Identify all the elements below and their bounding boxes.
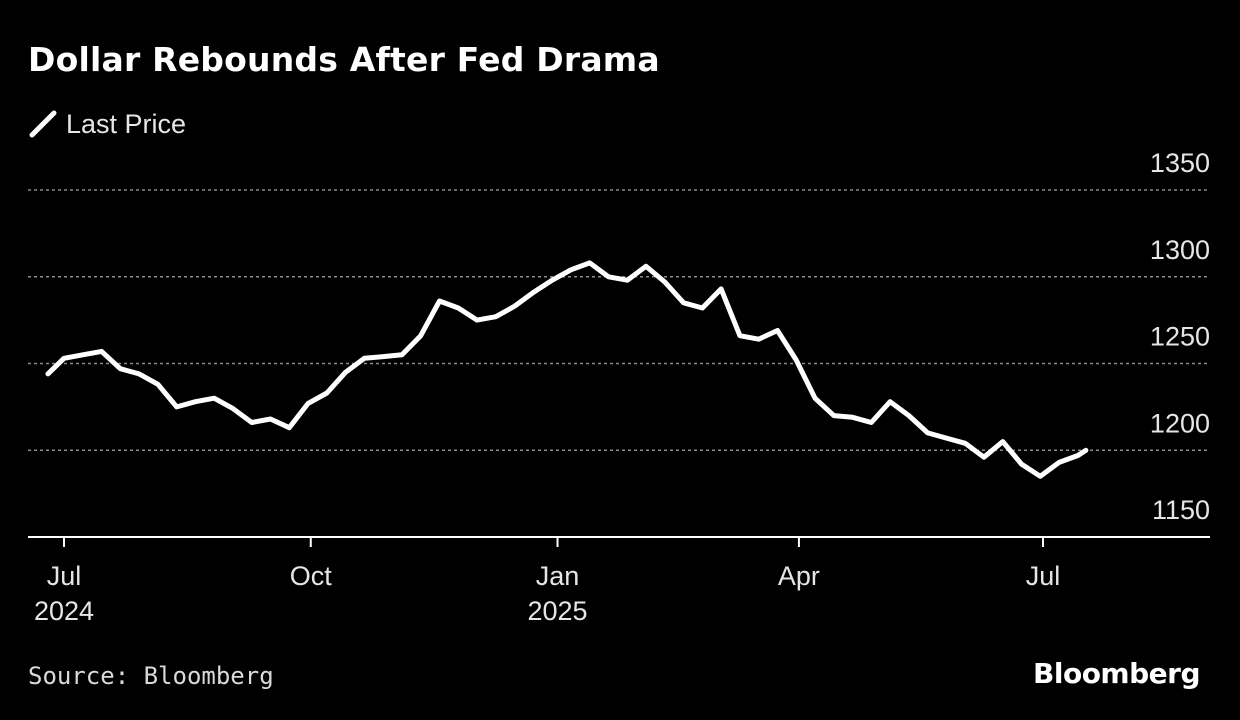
x-axis-ticks: Jul 2024 Oct Jan 2025 Apr Jul: [34, 537, 1060, 626]
y-axis-ticks: 1150 1200 1250 1300 1350: [1150, 148, 1210, 525]
y-tick-label: 1200: [1150, 408, 1210, 438]
line-swatch-icon: [29, 110, 57, 138]
x-tick-label: Apr: [778, 561, 820, 591]
y-tick-label: 1150: [1152, 495, 1210, 525]
x-tick-label: Jul: [47, 561, 82, 591]
x-tick-label: Oct: [290, 561, 333, 591]
x-tick-year-label: 2025: [527, 596, 587, 626]
source-note: Source: Bloomberg: [28, 662, 274, 690]
x-tick-label: Jan: [536, 561, 580, 591]
chart-title: Dollar Rebounds After Fed Drama: [28, 40, 660, 79]
gridlines: [28, 189, 1210, 451]
y-tick-label: 1300: [1150, 235, 1210, 265]
legend-label: Last Price: [66, 108, 187, 139]
x-tick-label: Jul: [1026, 561, 1061, 591]
y-tick-label: 1350: [1150, 148, 1210, 178]
series-line-last-price: [45, 260, 1089, 479]
bloomberg-logo: Bloomberg: [1033, 657, 1200, 690]
y-tick-label: 1250: [1150, 322, 1210, 352]
chart-legend: Last Price: [28, 106, 186, 142]
x-tick-year-label: 2024: [34, 596, 94, 626]
